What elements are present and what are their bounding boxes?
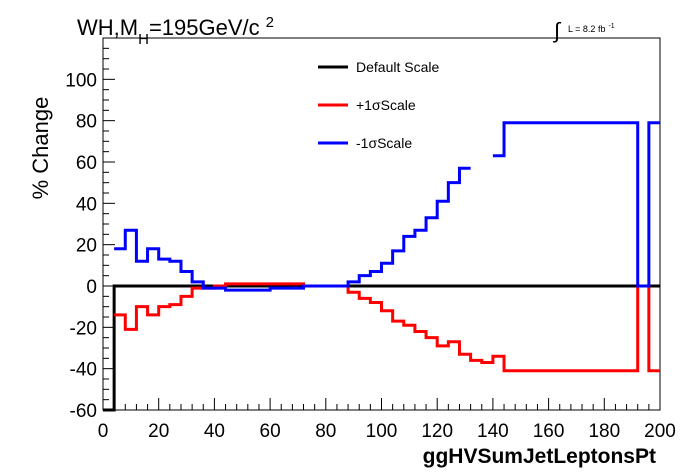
legend: Default Scale +1σScale -1σScale (318, 59, 439, 151)
x-tick-label: 20 (148, 421, 169, 442)
series-line (114, 282, 660, 373)
y-axis-title: % Change (28, 97, 53, 200)
series-line (103, 284, 660, 412)
plot-frame (102, 37, 661, 411)
series-default-scale (103, 284, 660, 412)
x-tick-label: 160 (533, 421, 565, 442)
x-tick-label: 0 (98, 421, 109, 442)
legend-item: -1σScale (318, 135, 412, 151)
legend-label: +1σScale (356, 97, 416, 113)
lumi-integral: ∫ (552, 18, 562, 43)
x-tick-label: 200 (644, 421, 676, 442)
chart-title-prefix: WH,M (77, 15, 138, 40)
x-tick-label: 180 (588, 421, 620, 442)
y-tick-label: 40 (76, 194, 97, 215)
series-1-scale (114, 121, 660, 292)
x-tick-label: 140 (477, 421, 509, 442)
legend-label: Default Scale (356, 59, 439, 75)
series-layer (103, 121, 660, 412)
axis-ticks: 0 20 40 60 80 100 120 140 160 180 200 -60 -40 -20 0 20 4… (65, 37, 676, 442)
chart-title-superscript: 2 (266, 14, 274, 31)
y-tick-label: 60 (76, 153, 97, 174)
y-tick-label: 20 (76, 236, 97, 257)
x-tick-label: 80 (315, 421, 336, 442)
x-tick-label: 60 (260, 421, 281, 442)
y-tick-label: 80 (76, 112, 97, 133)
x-axis-title: ggHVSumJetLeptonsPt (423, 445, 656, 468)
y-tick-label: 100 (65, 70, 97, 91)
y-tick-label: -40 (70, 360, 97, 381)
legend-label: -1σScale (356, 135, 412, 151)
y-tick-label: -20 (70, 318, 97, 339)
x-tick-label: 40 (204, 421, 225, 442)
x-tick-label: 100 (366, 421, 398, 442)
legend-item: +1σScale (318, 97, 416, 113)
plot-area-border (102, 37, 661, 411)
lumi-label: L = 8.2 fb -1 (568, 23, 615, 34)
lumi-text: L = 8.2 fb (568, 24, 605, 34)
chart-title-subscript: H (138, 31, 149, 48)
series-1-scale (114, 282, 660, 373)
y-tick-label: 0 (86, 277, 97, 298)
chart-title: WH,MH=195GeV/c 2 (77, 14, 274, 48)
y-tick-label: -60 (70, 401, 97, 422)
legend-item: Default Scale (318, 59, 439, 75)
series-line (114, 121, 660, 292)
lumi-superscript: -1 (608, 23, 614, 30)
x-tick-label: 120 (421, 421, 453, 442)
chart-title-suffix: =195GeV/c (149, 15, 260, 40)
